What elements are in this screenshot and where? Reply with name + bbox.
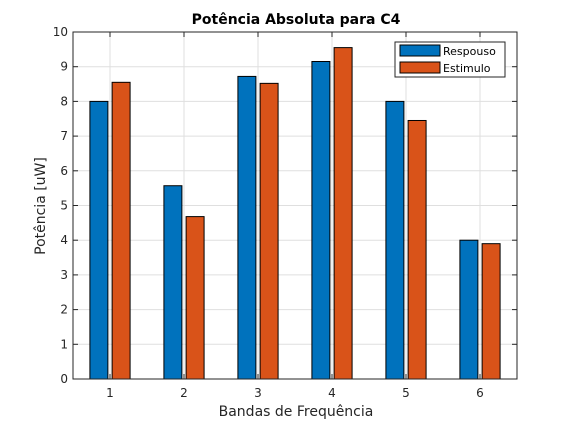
y-tick-label: 0 — [60, 372, 68, 386]
x-tick-label: 1 — [106, 386, 114, 400]
grid-lines — [73, 31, 517, 380]
bar-respouso-5 — [385, 100, 405, 380]
legend-swatch-respouso — [399, 44, 441, 57]
legend: Respouso Estimulo — [394, 41, 506, 78]
y-tick-label: 3 — [60, 268, 68, 282]
x-tick-label: 3 — [254, 386, 262, 400]
bar-estimulo-1 — [111, 81, 131, 380]
bar-respouso-1 — [89, 100, 109, 380]
bar-respouso-6 — [459, 239, 479, 380]
x-tick-label: 2 — [180, 386, 188, 400]
bar-estimulo-2 — [185, 216, 205, 380]
x-tick-label: 6 — [476, 386, 484, 400]
y-tick-label: 5 — [60, 199, 68, 213]
y-tick-label: 7 — [60, 129, 68, 143]
y-tick-label: 1 — [60, 337, 68, 351]
y-tick-label: 9 — [60, 60, 68, 74]
bar-estimulo-5 — [407, 119, 427, 380]
bar-estimulo-4 — [333, 47, 353, 380]
legend-label-respouso: Respouso — [443, 45, 496, 58]
y-tick-label: 10 — [53, 25, 68, 39]
bar-respouso-4 — [311, 60, 331, 380]
y-tick-label: 4 — [60, 233, 68, 247]
bars — [89, 47, 501, 380]
x-tick-label: 4 — [328, 386, 336, 400]
x-axis-label: Bandas de Frequência — [219, 404, 374, 420]
y-tick-labels: 0 1 2 3 4 5 6 7 8 9 10 — [53, 25, 68, 386]
x-tick-labels: 1 2 3 4 5 6 — [106, 386, 484, 400]
chart-title: Potência Absoluta para C4 — [192, 12, 401, 28]
bar-estimulo-6 — [481, 243, 501, 380]
y-tick-label: 6 — [60, 164, 68, 178]
legend-swatch-estimulo — [399, 61, 441, 74]
bar-respouso-3 — [237, 75, 257, 380]
y-tick-label: 2 — [60, 303, 68, 317]
ticks — [73, 31, 517, 380]
bar-estimulo-3 — [259, 82, 279, 380]
y-tick-label: 8 — [60, 94, 68, 108]
legend-label-estimulo: Estimulo — [443, 62, 491, 75]
x-tick-label: 5 — [402, 386, 410, 400]
y-axis-label: Potência [uW] — [33, 157, 49, 255]
bar-respouso-2 — [163, 185, 183, 380]
